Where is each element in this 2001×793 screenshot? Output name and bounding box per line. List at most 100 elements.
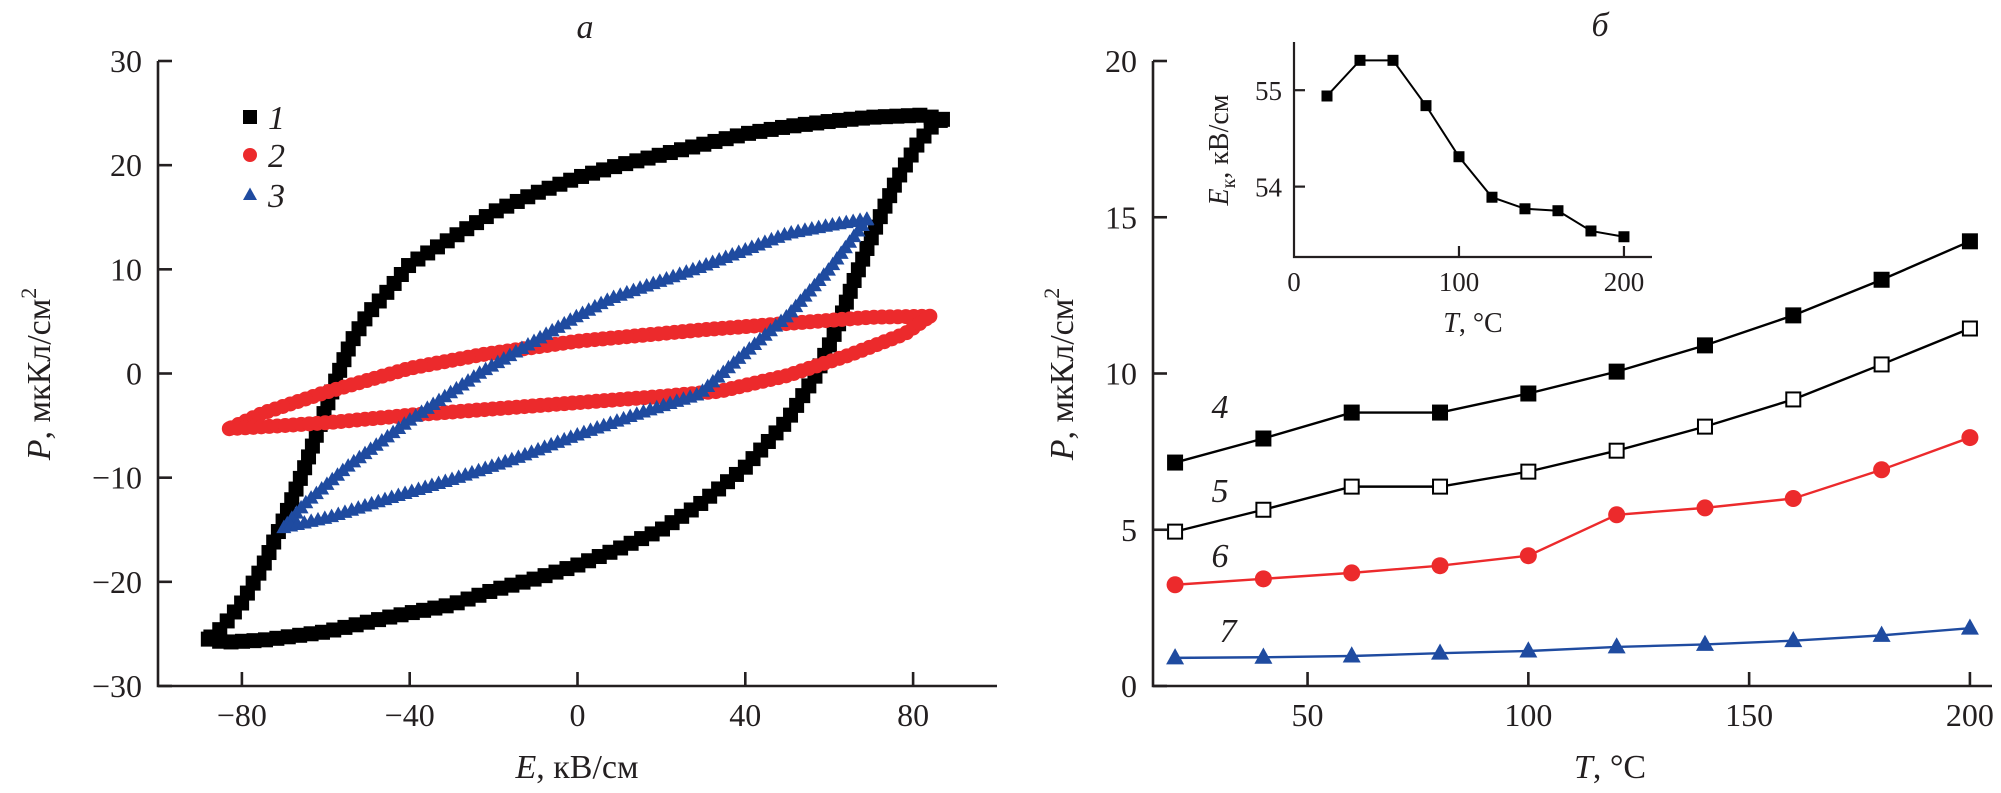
- inset-data-point: [1552, 205, 1564, 217]
- data-point: [1696, 418, 1713, 435]
- x-tick-label: 100: [1504, 697, 1552, 733]
- inset-ylabel-sub: к: [1218, 178, 1240, 188]
- data-point: [775, 119, 791, 135]
- y-tick-label: −30: [92, 668, 142, 704]
- data-point: [1607, 637, 1626, 654]
- data-point: [223, 634, 239, 650]
- data-point: [235, 633, 251, 649]
- panel-b-title: б: [1591, 7, 1610, 44]
- data-point: [1873, 271, 1890, 288]
- series-markers-7: [1166, 618, 1979, 665]
- inset-ylabel: Eк, кВ/см: [1204, 94, 1240, 206]
- data-point: [1167, 523, 1184, 540]
- panel-a-ylabel-sup: 2: [16, 288, 41, 299]
- loop-series-1: [200, 107, 950, 650]
- inset-x-tick-label: 100: [1439, 267, 1480, 297]
- inset-data-point: [1618, 231, 1630, 243]
- data-point: [752, 123, 768, 139]
- data-point: [1785, 391, 1802, 408]
- curve-label-6: 6: [1212, 538, 1229, 575]
- inset-xlabel-var: T: [1443, 308, 1461, 339]
- data-point: [1785, 307, 1802, 324]
- data-point: [1696, 337, 1713, 354]
- x-tick-label: 200: [1946, 697, 1994, 733]
- data-point: [314, 624, 330, 640]
- panel-a-ylabel-var: P: [21, 439, 58, 461]
- inset-xlabel-unit: , °C: [1459, 308, 1503, 339]
- inset-data-point: [1453, 151, 1465, 163]
- data-point: [1519, 547, 1537, 565]
- inset-line: [1326, 59, 1625, 238]
- data-point: [1432, 478, 1449, 495]
- data-point: [269, 630, 285, 646]
- data-point: [382, 609, 398, 625]
- inset-ylabel-var: E: [1204, 188, 1235, 206]
- data-point: [1431, 557, 1449, 575]
- data-point: [912, 107, 928, 123]
- data-point: [1696, 499, 1714, 517]
- panel-a-title: а: [577, 9, 594, 46]
- data-point: [854, 110, 870, 126]
- data-point: [1784, 490, 1802, 507]
- data-point: [416, 602, 432, 618]
- data-point: [1166, 648, 1185, 665]
- data-point: [393, 607, 409, 623]
- data-point: [1343, 404, 1360, 421]
- data-point: [832, 112, 848, 128]
- data-point: [932, 112, 948, 128]
- inset-x-tick-label: 200: [1604, 267, 1645, 297]
- data-point: [1167, 454, 1184, 471]
- panel-b-axes: [1151, 61, 1992, 688]
- data-point: [866, 109, 882, 125]
- data-point: [303, 626, 319, 642]
- panel-b-xlabel-unit: , °C: [1593, 749, 1646, 786]
- data-point: [1695, 634, 1714, 651]
- panel-b-ylabel: P, мкКл/см2: [1039, 288, 1081, 462]
- inset-data-point: [1486, 191, 1498, 203]
- panel-a-ylabel-unit: , мкКл/см: [21, 299, 58, 440]
- inset-y-tick-label: 54: [1255, 173, 1283, 203]
- inset-data-point: [1519, 203, 1531, 215]
- data-point: [1519, 641, 1538, 658]
- data-point: [1961, 320, 1978, 337]
- data-point: [1343, 564, 1361, 582]
- legend-label-2: 2: [268, 138, 285, 175]
- x-tick-label: 50: [1292, 697, 1324, 733]
- inset-data-point: [1387, 54, 1399, 66]
- data-point: [1608, 506, 1626, 524]
- data-point: [843, 111, 859, 127]
- inset-xlabel: T, °C: [1443, 308, 1502, 339]
- data-point: [1342, 646, 1361, 663]
- data-point: [404, 605, 420, 621]
- data-point: [820, 114, 836, 130]
- data-point: [212, 633, 228, 649]
- y-tick-label: 0: [1121, 668, 1137, 704]
- data-point: [1431, 643, 1450, 660]
- data-point: [889, 108, 905, 124]
- panel-a-ylabel: P, мкКл/см2: [16, 288, 58, 462]
- data-point: [1520, 385, 1537, 402]
- data-point: [1784, 630, 1803, 648]
- data-point: [1432, 404, 1449, 421]
- loop-series-3: [276, 211, 875, 534]
- x-tick-label: −80: [217, 697, 267, 733]
- data-point: [1343, 478, 1360, 495]
- y-tick-label: 10: [1105, 356, 1137, 392]
- inset-ylabel-unit: , кВ/см: [1204, 94, 1235, 178]
- panel-b-ylabel-sup: 2: [1039, 288, 1064, 299]
- y-tick-label: −20: [92, 564, 142, 600]
- data-point: [900, 108, 916, 124]
- data-point: [1166, 576, 1184, 594]
- data-point: [1873, 356, 1890, 373]
- data-point: [797, 116, 813, 132]
- curve-label-7: 7: [1220, 613, 1239, 650]
- series-markers-4: [1167, 233, 1978, 471]
- inset-data-point: [1321, 90, 1333, 102]
- y-tick-label: 5: [1121, 512, 1137, 548]
- curve-label-4: 4: [1212, 389, 1229, 426]
- data-point: [1608, 363, 1625, 380]
- series-line-5: [1174, 327, 1971, 533]
- data-point: [1608, 442, 1625, 459]
